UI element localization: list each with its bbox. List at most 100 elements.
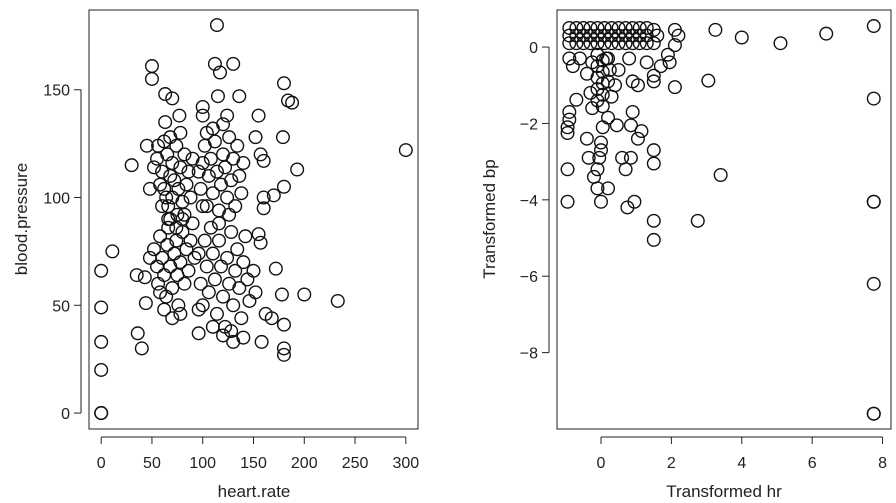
- data-point: [583, 28, 598, 43]
- data-point: [171, 298, 186, 313]
- data-point: [590, 20, 605, 35]
- data-point: [560, 162, 575, 177]
- data-point: [173, 255, 188, 270]
- data-point: [195, 156, 210, 171]
- data-point: [167, 173, 182, 188]
- data-point: [560, 194, 575, 209]
- data-point: [236, 156, 251, 171]
- data-point: [226, 56, 241, 71]
- data-point: [562, 28, 577, 43]
- data-point: [94, 334, 109, 349]
- data-point: [639, 55, 654, 70]
- data-point: [234, 311, 249, 326]
- data-point: [398, 143, 413, 158]
- data-point: [94, 362, 109, 377]
- y-axis: 0 50 100 150: [43, 83, 82, 423]
- data-point: [155, 199, 170, 214]
- data-point: [646, 232, 661, 247]
- data-point: [254, 334, 269, 349]
- data-point: [276, 341, 291, 356]
- data-point: [274, 287, 289, 302]
- data-point: [604, 20, 619, 35]
- data-point: [586, 169, 601, 184]
- data-point: [866, 194, 881, 209]
- data-point: [220, 108, 235, 123]
- data-point: [593, 194, 608, 209]
- data-point: [646, 156, 661, 171]
- data-point: [618, 36, 633, 51]
- data-point: [639, 20, 654, 35]
- data-point: [330, 293, 345, 308]
- data-point: [146, 160, 161, 175]
- y-tick-label: −8: [520, 346, 538, 363]
- data-point: [203, 151, 218, 166]
- data-point: [646, 143, 661, 158]
- x-tick-label: 150: [240, 455, 267, 472]
- data-point: [165, 281, 180, 296]
- data-point: [601, 51, 616, 66]
- data-point: [195, 199, 210, 214]
- data-point: [153, 229, 168, 244]
- data-point: [595, 120, 610, 135]
- data-point: [211, 233, 226, 248]
- data-point: [173, 125, 188, 140]
- data-point: [662, 55, 677, 70]
- data-point: [601, 110, 616, 125]
- data-point: [819, 26, 834, 41]
- data-point: [158, 87, 173, 102]
- data-point: [160, 237, 175, 252]
- data-point: [191, 326, 206, 341]
- data-point: [144, 71, 159, 86]
- data-point: [667, 80, 682, 95]
- data-point: [205, 186, 220, 201]
- data-point: [165, 91, 180, 106]
- data-point: [138, 296, 153, 311]
- data-point: [632, 36, 647, 51]
- data-point: [105, 244, 120, 259]
- data-point: [562, 51, 577, 66]
- plot-frame: [556, 9, 892, 430]
- data-point: [177, 276, 192, 291]
- data-point: [209, 306, 224, 321]
- data-point: [604, 36, 619, 51]
- data-point: [625, 20, 640, 35]
- data-point: [173, 160, 188, 175]
- data-point: [618, 20, 633, 35]
- data-point: [604, 28, 619, 43]
- data-point: [195, 298, 210, 313]
- data-point: [690, 213, 705, 228]
- data-point: [639, 28, 654, 43]
- data-point: [224, 225, 239, 240]
- data-point: [246, 263, 261, 278]
- data-point: [632, 20, 647, 35]
- data-point: [646, 68, 661, 83]
- data-point: [583, 85, 598, 100]
- data-point: [172, 108, 187, 123]
- data-point: [593, 143, 608, 158]
- data-point: [583, 20, 598, 35]
- data-point: [646, 36, 661, 51]
- x-tick-label: 4: [737, 455, 746, 472]
- data-point: [199, 125, 214, 140]
- data-point: [618, 28, 633, 43]
- data-point: [130, 326, 145, 341]
- x-tick-label: 50: [143, 455, 161, 472]
- data-point: [94, 263, 109, 278]
- data-point: [195, 99, 210, 114]
- data-point: [866, 276, 881, 291]
- data-point: [264, 311, 279, 326]
- data-point: [276, 347, 291, 362]
- data-point: [214, 259, 229, 274]
- data-point: [205, 319, 220, 334]
- data-point: [630, 131, 645, 146]
- data-point: [290, 162, 305, 177]
- scatter-plot-transformed-hr-vs-bp: 0 2 4 6 8 0 −2 −4 −6 −8 Transformed hr Transform…: [480, 9, 892, 501]
- data-point: [209, 164, 224, 179]
- data-point: [650, 28, 665, 43]
- data-point: [157, 268, 172, 283]
- data-point: [179, 242, 194, 257]
- data-point: [256, 190, 271, 205]
- data-point: [134, 341, 149, 356]
- data-point: [161, 220, 176, 235]
